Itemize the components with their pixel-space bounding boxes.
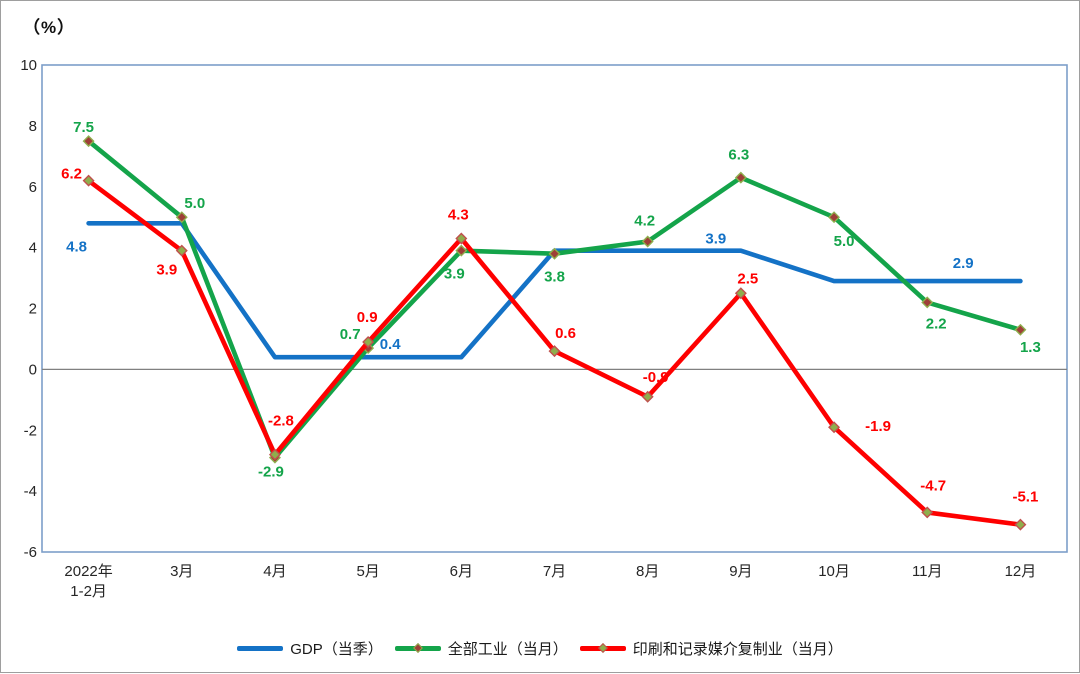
legend-label-industry: 全部工业（当月） [447, 640, 568, 658]
y-tick-label: -4 [24, 483, 37, 500]
diamond-marker-printing [734, 287, 747, 300]
diamond-marker-printing [641, 390, 654, 403]
x-tick-label: 9月 [729, 563, 752, 580]
legend-label-printing: 印刷和记录媒介复制业（当月） [632, 640, 843, 658]
data-label-printing: 4.3 [448, 206, 469, 223]
data-label-printing: 2.5 [737, 270, 758, 287]
legend-item-industry: 全部工业（当月） [394, 638, 568, 659]
diamond-marker-printing [828, 421, 841, 434]
data-label-industry: 7.5 [73, 119, 94, 136]
diamond-marker-industry [82, 135, 95, 148]
diamond-marker-industry [828, 211, 841, 224]
diamond-marker-industry [641, 235, 654, 248]
diamond-marker-printing [921, 506, 934, 519]
data-label-printing: -1.9 [865, 418, 891, 435]
data-label-gdp: 0.4 [380, 336, 402, 353]
y-tick-label: -6 [24, 544, 37, 561]
y-tick-label: 10 [20, 57, 37, 74]
chart-legend: GDP（当季） 全部工业（当月） 印刷和记录媒介复制业（当月） [1, 634, 1079, 662]
printing-marker-icon [597, 643, 608, 653]
diamond-marker-industry [734, 171, 747, 184]
data-label-industry: 1.3 [1020, 339, 1041, 356]
x-tick-label: 5月 [356, 563, 379, 580]
data-label-printing: 0.9 [357, 309, 378, 326]
legend-label-gdp: GDP（当季） [290, 640, 383, 658]
industry-line-sample-icon [394, 643, 441, 653]
x-tick-label: 4月 [263, 563, 286, 580]
legend-item-gdp: GDP（当季） [237, 638, 383, 659]
data-label-printing: -4.7 [920, 477, 946, 494]
data-label-industry: 0.7 [340, 326, 361, 343]
diamond-marker-industry [1014, 323, 1027, 336]
y-axis-unit-label: （%） [23, 18, 76, 37]
y-tick-label: -2 [24, 422, 37, 439]
gdp-line-sample-icon [237, 645, 284, 651]
legend-item-printing: 印刷和记录媒介复制业（当月） [579, 638, 843, 659]
x-tick-label: 10月 [818, 563, 850, 580]
printing-line-sample-icon [579, 643, 626, 653]
diamond-marker-printing [548, 345, 561, 358]
data-label-industry: 2.2 [926, 315, 947, 332]
y-tick-label: 0 [29, 361, 37, 378]
data-label-gdp: 4.8 [66, 238, 87, 255]
data-label-printing: -2.8 [268, 413, 294, 430]
x-tick-label: 6月 [450, 563, 473, 580]
industry-marker-icon [412, 643, 423, 653]
data-label-industry: 3.8 [544, 269, 565, 286]
diamond-marker-printing [362, 335, 375, 348]
data-label-industry: 4.2 [634, 213, 655, 230]
diamond-marker-printing [268, 448, 281, 461]
data-label-gdp: 3.9 [705, 231, 726, 248]
diamond-marker-industry [455, 244, 468, 257]
plot-area-border [41, 64, 1068, 553]
diamond-marker-printing [1014, 518, 1027, 531]
x-tick-label: 12月 [1005, 563, 1037, 580]
diamond-marker-printing [455, 232, 468, 245]
diamond-marker-printing [175, 244, 188, 257]
y-tick-label: 8 [29, 118, 37, 135]
x-tick-label: 1-2月 [70, 583, 107, 600]
x-tick-label: 8月 [636, 563, 659, 580]
data-label-industry: 6.3 [728, 147, 749, 164]
data-label-printing: -5.1 [1012, 489, 1038, 506]
x-tick-label: 2022年 [64, 563, 112, 580]
diamond-marker-industry [175, 211, 188, 224]
y-tick-label: 4 [29, 240, 37, 257]
data-label-industry: 5.0 [184, 195, 205, 212]
x-tick-label: 11月 [912, 563, 943, 580]
x-tick-label: 3月 [170, 563, 193, 580]
data-label-printing: 3.9 [156, 262, 177, 279]
data-label-printing: 0.6 [555, 325, 576, 342]
series-line-industry [86, 138, 1023, 460]
data-label-industry: 5.0 [834, 233, 855, 250]
diamond-marker-industry [921, 296, 934, 309]
y-tick-label: 2 [29, 301, 37, 318]
data-label-industry: -2.9 [258, 464, 284, 481]
diamond-marker-industry [548, 247, 561, 260]
data-label-printing: -0.9 [643, 369, 669, 386]
y-tick-label: 6 [29, 179, 37, 196]
x-tick-label: 7月 [543, 563, 566, 580]
data-label-printing: 6.2 [61, 166, 82, 183]
diamond-marker-printing [82, 174, 95, 187]
data-label-industry: 3.9 [444, 266, 465, 283]
data-label-gdp: 2.9 [953, 255, 974, 272]
